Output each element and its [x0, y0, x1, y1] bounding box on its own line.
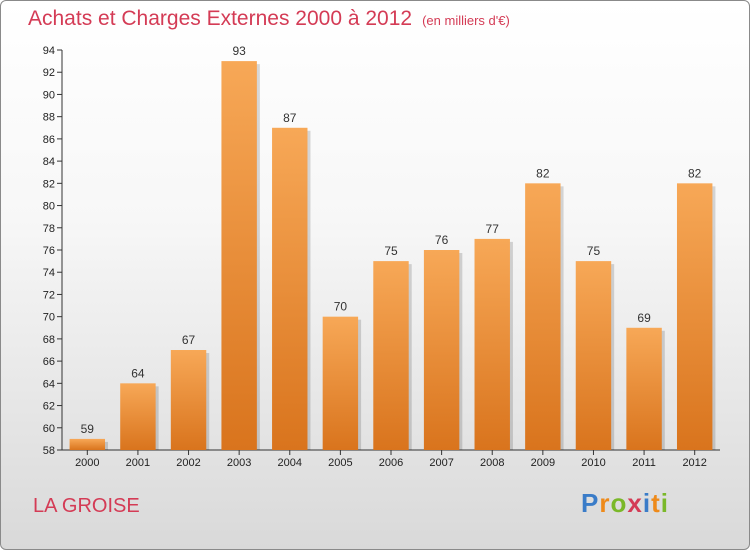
data-label: 93	[232, 44, 246, 58]
bar	[221, 61, 257, 450]
y-tick-label: 70	[43, 312, 55, 324]
bar	[322, 316, 359, 450]
y-tick-label: 68	[43, 334, 55, 346]
x-tick-label: 2010	[581, 457, 605, 469]
data-label: 87	[283, 111, 297, 125]
y-tick-label: 74	[43, 267, 55, 279]
logo-letter: P	[581, 488, 600, 518]
y-tick-label: 62	[43, 401, 55, 413]
y-tick-label: 66	[43, 356, 55, 368]
bar	[120, 383, 156, 450]
data-label: 67	[182, 333, 196, 347]
chart-subtitle: (en milliers d'€)	[422, 13, 510, 28]
chart-title: Achats et Charges Externes 2000 à 2012 (e…	[28, 7, 510, 31]
data-label: 75	[587, 244, 601, 258]
bar	[525, 183, 561, 451]
bar	[69, 438, 106, 450]
bar	[676, 183, 713, 451]
x-tick-label: 2006	[379, 457, 403, 469]
data-label: 69	[637, 311, 651, 325]
y-tick-label: 94	[43, 45, 55, 57]
data-label: 82	[536, 166, 550, 180]
x-tick-label: 2011	[632, 457, 656, 469]
x-tick-label: 2008	[480, 457, 504, 469]
bar	[575, 261, 612, 450]
bar	[474, 238, 510, 450]
data-label: 77	[486, 222, 500, 236]
data-label: 76	[435, 233, 449, 247]
x-tick-label: 2007	[429, 457, 453, 469]
y-tick-label: 76	[43, 245, 55, 257]
data-label: 75	[384, 244, 398, 258]
x-tick-label: 2000	[75, 457, 99, 469]
logo-letter: r	[599, 488, 611, 518]
bar	[272, 127, 308, 451]
y-tick-label: 80	[43, 201, 55, 213]
y-tick-label: 72	[43, 289, 55, 301]
y-tick-label: 86	[43, 134, 55, 146]
bar	[373, 261, 409, 450]
x-tick-label: 2009	[531, 457, 555, 469]
y-tick-label: 82	[43, 178, 55, 190]
y-tick-label: 60	[43, 423, 55, 435]
bar	[626, 327, 662, 450]
logo-letter: i	[642, 488, 652, 518]
logo-letter: i	[660, 488, 669, 518]
data-label: 64	[131, 366, 145, 380]
bar	[423, 250, 460, 450]
x-tick-label: 2001	[126, 457, 150, 469]
x-tick-label: 2012	[682, 457, 706, 469]
logo-letter: t	[651, 488, 661, 518]
y-tick-label: 78	[43, 223, 55, 235]
x-tick-label: 2002	[176, 457, 200, 469]
y-tick-label: 58	[43, 445, 55, 457]
y-tick-label: 88	[43, 112, 55, 124]
data-label: 82	[688, 166, 702, 180]
x-tick-label: 2005	[328, 457, 352, 469]
x-tick-label: 2003	[227, 457, 251, 469]
logo-letter: x	[627, 488, 643, 518]
logo-letter: o	[610, 488, 628, 518]
data-label: 70	[334, 300, 348, 314]
bar	[170, 350, 207, 450]
y-tick-label: 84	[43, 156, 55, 168]
data-label: 59	[81, 422, 95, 436]
x-tick-label: 2004	[278, 457, 302, 469]
y-tick-label: 64	[43, 378, 55, 390]
commune-name: LA GROISE	[33, 495, 140, 517]
y-tick-label: 90	[43, 89, 55, 101]
y-tick-label: 92	[43, 67, 55, 79]
proxiti-logo: Proxiti	[581, 488, 669, 519]
chart-title-text: Achats et Charges Externes 2000 à 2012	[28, 7, 413, 30]
